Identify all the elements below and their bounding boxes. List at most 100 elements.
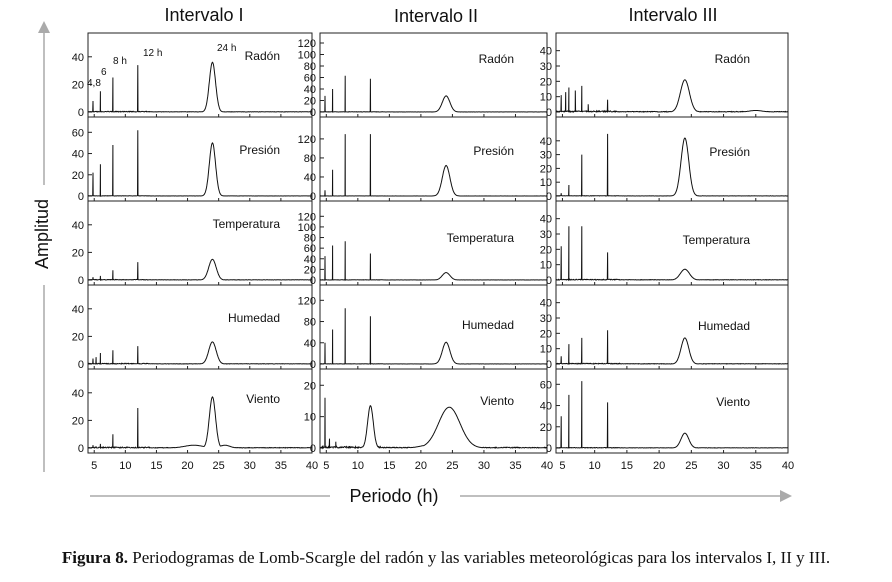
y-axis-title: Amplitud <box>32 199 52 269</box>
x-tick-label-c2-r5-6: 35 <box>509 460 521 472</box>
x-tick-label-c3-r5-2: 15 <box>621 460 633 472</box>
y-tick-label-c3-r2-3: 30 <box>540 150 552 162</box>
y-tick-label-c2-r5-0: 0 <box>310 443 316 455</box>
panel-frame-c2-r1 <box>319 32 548 118</box>
y-tick-label-c3-r1-2: 20 <box>540 76 552 88</box>
y-tick-label-c2-r1-3: 60 <box>304 73 316 85</box>
x-tick-label-c1-r5-1: 10 <box>119 460 131 472</box>
y-tick-label-c1-r1-1: 20 <box>72 79 84 91</box>
y-tick-label-c2-r1-5: 100 <box>298 50 316 62</box>
series-label-c1-r3: Temperatura <box>213 217 281 231</box>
panel-frame-c1-r4 <box>87 284 313 370</box>
y-tick-label-c2-r1-6: 120 <box>298 38 316 50</box>
y-tick-label-c2-r1-2: 40 <box>304 84 316 96</box>
x-tick-label-c2-r5-2: 15 <box>383 460 395 472</box>
x-tick-label-c3-r5-4: 25 <box>685 460 697 472</box>
x-tick-label-c1-r5-2: 15 <box>150 460 162 472</box>
series-line-c2-r2 <box>320 134 548 198</box>
y-tick-label-c2-r3-5: 100 <box>298 222 316 234</box>
x-tick-label-c1-r5-5: 30 <box>244 460 256 472</box>
x-tick-label-c3-r5-6: 35 <box>750 460 762 472</box>
panel-c3-r1: Radón 0 10 20 30 40 <box>540 32 789 119</box>
column-title-2: Intervalo II <box>394 6 478 26</box>
y-tick-label-c1-r3-2: 40 <box>72 220 84 232</box>
y-tick-label-c2-r5-2: 20 <box>304 380 316 392</box>
series-line-c2-r1 <box>320 75 547 113</box>
y-tick-label-c1-r1-0: 0 <box>78 107 84 119</box>
y-tick-label-c3-r4-2: 20 <box>540 328 552 340</box>
panel-c2-r4: Humedad 0 40 80 120 <box>298 284 548 371</box>
y-tick-label-c2-r1-1: 20 <box>304 96 316 108</box>
series-label-c3-r1: Radón <box>715 52 750 66</box>
panel-frame-c3-r2 <box>555 116 789 202</box>
panel-c3-r3: Temperatura 0 10 20 30 40 <box>540 200 789 287</box>
y-tick-label-c3-r2-2: 20 <box>540 163 552 175</box>
x-tick-label-c2-r5-5: 30 <box>478 460 490 472</box>
y-tick-label-c2-r2-1: 40 <box>304 172 316 184</box>
panel-frame-c1-r1 <box>87 32 313 118</box>
series-label-c1-r2: Presión <box>239 143 280 157</box>
y-tick-label-c1-r3-1: 20 <box>72 247 84 259</box>
y-tick-label-c3-r2-0: 0 <box>546 191 552 203</box>
x-tick-label-c3-r5-0: 5 <box>559 460 565 472</box>
y-tick-label-c3-r4-0: 0 <box>546 359 552 371</box>
y-tick-label-c3-r5-2: 40 <box>540 401 552 413</box>
column-title-1: Intervalo I <box>164 5 243 25</box>
y-tick-label-c1-r4-1: 20 <box>72 331 84 343</box>
y-tick-label-c2-r3-6: 120 <box>298 211 316 223</box>
panel-frame-c3-r5 <box>555 368 789 454</box>
y-tick-label-c3-r4-1: 10 <box>540 344 552 356</box>
y-tick-label-c3-r5-3: 60 <box>540 379 552 391</box>
series-label-c1-r4: Humedad <box>228 311 280 325</box>
panel-frame-c2-r2 <box>319 116 548 202</box>
y-tick-label-c1-r5-2: 40 <box>72 388 84 400</box>
x-tick-label-c2-r5-0: 5 <box>323 460 329 472</box>
y-tick-label-c2-r4-2: 80 <box>304 317 316 329</box>
y-tick-label-c2-r3-4: 80 <box>304 233 316 245</box>
y-tick-label-c1-r3-0: 0 <box>78 275 84 287</box>
panel-c2-r2: Presión 0 40 80 120 <box>298 116 548 203</box>
panel-frame-c3-r3 <box>555 200 789 286</box>
panel-c3-r5: Viento 0 20 40 60 5 10 15 20 25 30 35 40 <box>540 368 794 472</box>
x-tick-label-c3-r5-1: 10 <box>589 460 601 472</box>
y-tick-label-c3-r5-1: 20 <box>540 422 552 434</box>
y-tick-label-c2-r4-0: 0 <box>310 359 316 371</box>
x-tick-label-c2-r5-1: 10 <box>352 460 364 472</box>
x-tick-label-c3-r5-5: 30 <box>717 460 729 472</box>
panel-c1-r3: Temperatura 0 20 40 <box>72 200 313 287</box>
series-line-c3-r1 <box>555 79 788 114</box>
y-tick-label-c2-r4-1: 40 <box>304 338 316 350</box>
panel-c1-r4: Humedad 0 20 40 <box>72 284 313 371</box>
series-label-c3-r2: Presión <box>709 145 750 159</box>
y-tick-label-c2-r2-2: 80 <box>304 153 316 165</box>
y-tick-label-c3-r1-4: 40 <box>540 46 552 58</box>
panel-frame-c1-r3 <box>87 200 313 286</box>
panel-c1-r5: Viento 0 20 40 5 10 15 20 25 30 35 40 <box>72 368 318 472</box>
figure-caption: Figura 8. Periodogramas de Lomb-Scargle … <box>0 548 892 568</box>
y-tick-label-c3-r4-3: 30 <box>540 313 552 325</box>
y-tick-label-c1-r5-0: 0 <box>78 443 84 455</box>
y-tick-label-c2-r2-0: 0 <box>310 191 316 203</box>
x-tick-label-c1-r5-7: 40 <box>306 460 318 472</box>
panel-c2-r5: Viento 0 10 20 5 10 15 20 25 30 35 40 <box>304 368 553 472</box>
y-tick-label-c2-r4-3: 120 <box>298 295 316 307</box>
annotation-24h: 24 h <box>217 43 236 54</box>
x-tick-label-c3-r5-7: 40 <box>782 460 794 472</box>
panel-frame-c2-r5 <box>319 368 548 454</box>
panel-frame-c1-r2 <box>87 116 313 202</box>
series-label-c1-r5: Viento <box>246 392 280 406</box>
x-tick-label-c1-r5-4: 25 <box>213 460 225 472</box>
x-tick-label-c1-r5-3: 20 <box>181 460 193 472</box>
annotation-6: 6 <box>101 67 107 78</box>
y-tick-label-c2-r3-2: 40 <box>304 254 316 266</box>
panel-c3-r4: Humedad 0 10 20 30 40 <box>540 284 789 371</box>
y-tick-label-c2-r1-4: 80 <box>304 61 316 73</box>
panel-frame-c3-r1 <box>555 32 789 118</box>
y-tick-label-c2-r5-1: 10 <box>304 412 316 424</box>
y-tick-label-c2-r3-3: 60 <box>304 243 316 255</box>
series-line-c1-r4 <box>87 341 313 365</box>
y-tick-label-c1-r2-1: 20 <box>72 170 84 182</box>
